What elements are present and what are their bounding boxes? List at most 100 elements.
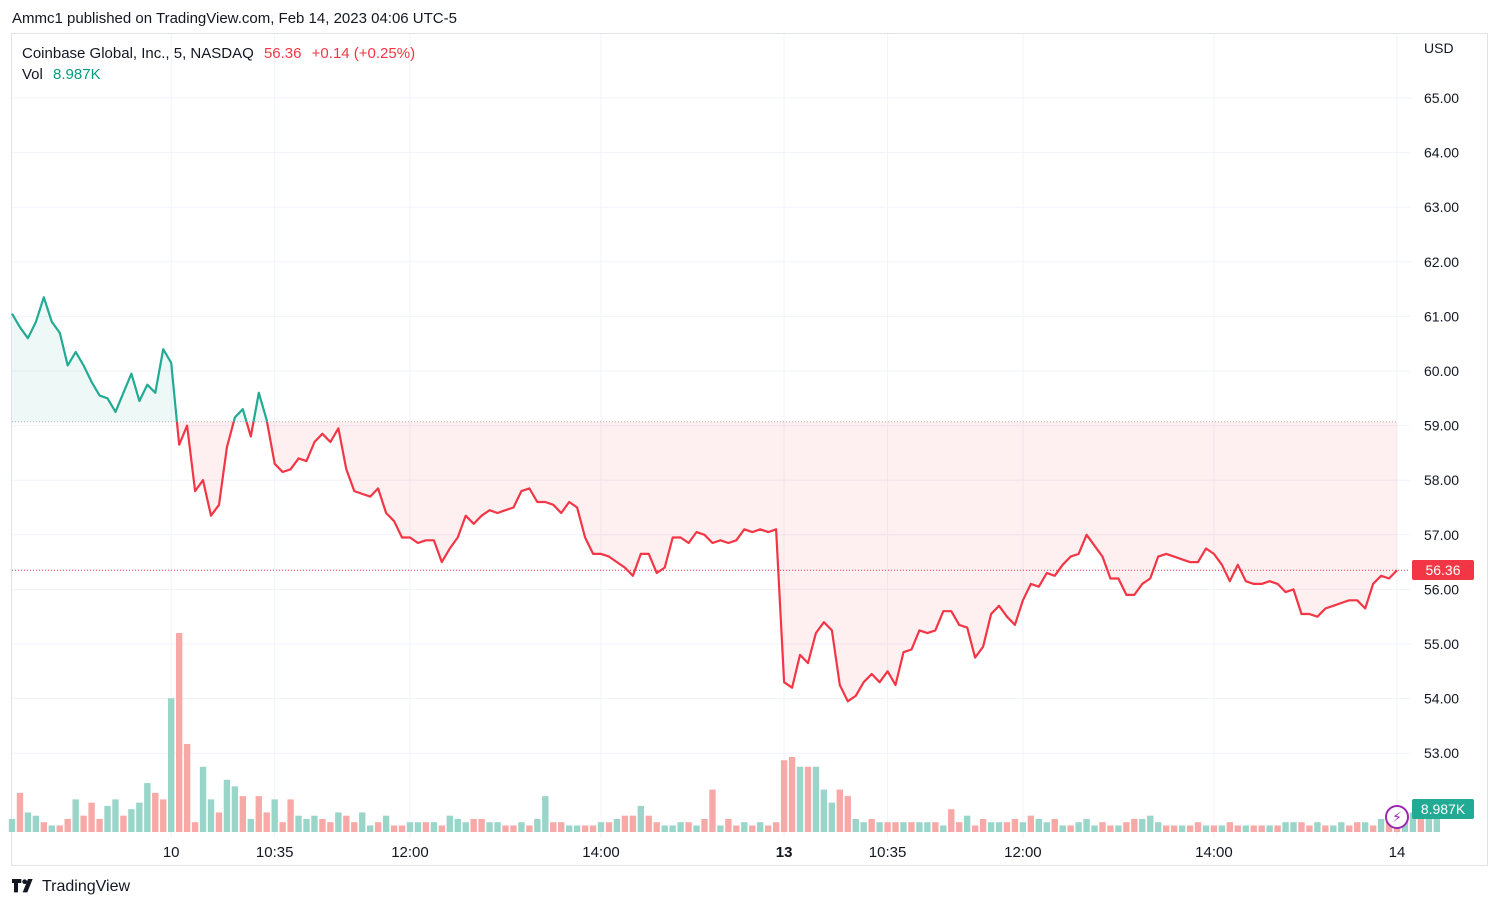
volume-bar — [566, 825, 573, 832]
price-line-up — [232, 408, 248, 423]
volume-bar — [1266, 825, 1273, 832]
volume-bar — [56, 825, 63, 832]
volume-bar — [40, 822, 48, 832]
volume-bar — [8, 818, 16, 832]
volume-bar — [1147, 815, 1154, 832]
volume-bar — [231, 786, 239, 832]
volume-bar — [175, 633, 183, 832]
volume-bar — [1409, 812, 1417, 832]
volume-bar — [359, 812, 366, 832]
volume-bar — [1226, 822, 1234, 832]
volume-bar — [677, 822, 684, 832]
volume-bar — [908, 822, 915, 832]
area-below-baseline — [267, 421, 1397, 702]
volume-bar — [971, 825, 979, 832]
volume-bar — [876, 822, 883, 832]
y-tick-label: 54.00 — [1424, 691, 1459, 707]
volume-bar — [1027, 815, 1035, 832]
volume-bar — [287, 799, 294, 832]
volume-bar — [1059, 825, 1066, 832]
volume-bar — [72, 799, 79, 832]
y-tick-label: 57.00 — [1424, 527, 1459, 543]
lightning-bolt-icon[interactable]: ⚡ — [1385, 805, 1409, 829]
volume-bar — [1202, 825, 1210, 832]
volume-bar — [1314, 822, 1321, 832]
volume-bar — [550, 822, 557, 832]
volume-bar — [924, 822, 931, 832]
volume-bar — [1306, 825, 1313, 832]
symbol-title[interactable]: Coinbase Global, Inc., 5, NASDAQ — [22, 45, 254, 62]
volume-bar — [1043, 822, 1050, 832]
volume-bar — [478, 818, 485, 832]
volume-bar — [1210, 825, 1218, 832]
volume-bar — [932, 822, 939, 832]
footer-brand[interactable]: TradingView — [12, 878, 130, 896]
volume-bar — [1003, 822, 1011, 832]
volume-bar — [1139, 818, 1146, 832]
volume-bar — [319, 818, 326, 832]
y-tick-label: 56.00 — [1424, 581, 1459, 597]
volume-bar — [1234, 825, 1241, 832]
volume-bar — [717, 825, 724, 832]
volume-bar — [374, 822, 382, 832]
legend-price: 56.36 — [263, 45, 302, 62]
grid-lines — [12, 34, 1410, 838]
volume-bar — [836, 789, 843, 832]
volume-bar — [1338, 822, 1345, 832]
last-volume-tag: 8.987K — [1412, 799, 1474, 819]
volume-bar — [629, 815, 637, 832]
price-line-up — [252, 391, 269, 422]
volume-bar — [462, 822, 469, 832]
volume-bar — [1178, 825, 1186, 832]
volume-bar — [160, 799, 167, 832]
volume-bar — [884, 822, 891, 832]
volume-bar — [963, 815, 971, 832]
y-tick-label: 59.00 — [1424, 418, 1459, 434]
price-axis[interactable]: 65.00 64.00 63.00 62.00 61.00 60.00 59.00 58.00… — [1424, 90, 1459, 761]
volume-bar — [183, 743, 191, 832]
chart-frame[interactable] — [11, 33, 1488, 866]
volume-bar — [1417, 818, 1425, 832]
published-caption: Ammc1 published on TradingView.com, Feb … — [12, 10, 457, 27]
volume-bar — [263, 812, 270, 832]
volume-bar — [414, 822, 422, 832]
x-tick-label: 14:00 — [582, 844, 620, 861]
volume-bar — [605, 822, 613, 832]
volume-bar — [772, 822, 780, 832]
y-tick-label: 55.00 — [1424, 636, 1459, 652]
baseline-reference — [12, 421, 1410, 571]
volume-bar — [979, 818, 987, 832]
volume-bar — [820, 789, 828, 832]
volume-bar — [1330, 825, 1337, 832]
volume-bar — [1123, 822, 1130, 832]
volume-bar — [1115, 825, 1122, 832]
volume-bar — [900, 822, 907, 832]
volume-bar — [311, 815, 318, 832]
volume-bar — [542, 796, 549, 832]
chart-legend: Coinbase Global, Inc., 5, NASDAQ 56.36 +… — [22, 43, 415, 85]
x-tick-label: 10:35 — [256, 844, 294, 861]
volume-bar — [343, 815, 350, 832]
time-axis[interactable]: 10 10:35 12:00 14:00 13 10:35 12:00 14:00 14 — [163, 844, 1405, 861]
x-tick-label: 12:00 — [391, 844, 429, 861]
volume-bar — [860, 822, 867, 832]
tradingview-logo-icon — [12, 879, 33, 893]
price-line-down — [245, 421, 255, 438]
volume-bar — [1218, 825, 1226, 832]
volume-bar — [796, 766, 804, 832]
volume-bar — [88, 802, 95, 832]
volume-bar — [1274, 825, 1281, 832]
volume-bar — [1186, 825, 1194, 832]
volume-bar — [1099, 822, 1106, 832]
volume-bar — [1011, 818, 1019, 832]
volume-label[interactable]: Vol — [22, 66, 43, 83]
legend-change: +0.14 (+0.25%) — [311, 45, 416, 62]
volume-bar — [1075, 822, 1082, 832]
volume-bar — [1433, 812, 1440, 832]
volume-bar — [597, 822, 605, 832]
x-tick-label: 10:35 — [869, 844, 907, 861]
volume-bar — [1250, 825, 1257, 832]
volume-bar — [701, 818, 708, 832]
volume-bar — [1369, 825, 1377, 832]
